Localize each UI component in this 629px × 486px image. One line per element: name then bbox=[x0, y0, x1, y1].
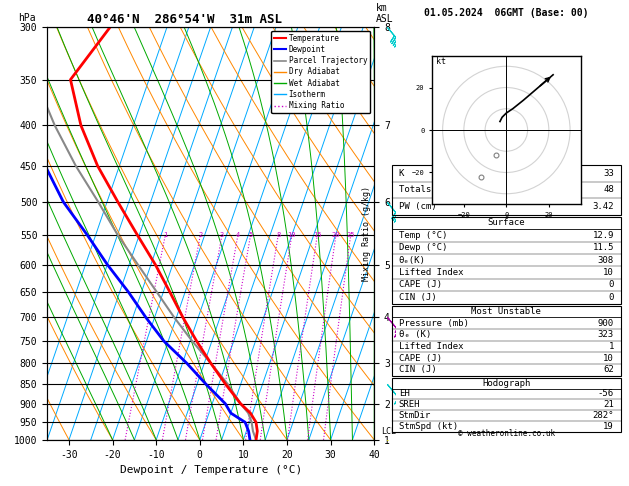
Text: 11.5: 11.5 bbox=[593, 243, 614, 252]
Text: 3.42: 3.42 bbox=[593, 202, 614, 211]
Text: 900: 900 bbox=[598, 319, 614, 328]
Text: 1: 1 bbox=[164, 232, 167, 238]
Text: Mixing Ratio (g/kg): Mixing Ratio (g/kg) bbox=[362, 186, 371, 281]
Text: Pressure (mb): Pressure (mb) bbox=[399, 319, 469, 328]
Text: 62: 62 bbox=[603, 365, 614, 374]
Text: 15: 15 bbox=[313, 232, 321, 238]
Text: 33: 33 bbox=[603, 169, 614, 178]
Text: Surface: Surface bbox=[487, 218, 525, 227]
Text: Hodograph: Hodograph bbox=[482, 379, 530, 388]
Text: 308: 308 bbox=[598, 256, 614, 265]
Text: CAPE (J): CAPE (J) bbox=[399, 280, 442, 290]
Text: CIN (J): CIN (J) bbox=[399, 365, 437, 374]
Bar bbox=[392, 306, 621, 376]
Text: StmSpd (kt): StmSpd (kt) bbox=[399, 422, 458, 431]
Text: Lifted Index: Lifted Index bbox=[399, 342, 464, 351]
Text: CAPE (J): CAPE (J) bbox=[399, 354, 442, 363]
Text: 10: 10 bbox=[603, 354, 614, 363]
Text: 2: 2 bbox=[198, 232, 203, 238]
Text: kt: kt bbox=[437, 57, 446, 66]
Legend: Temperature, Dewpoint, Parcel Trajectory, Dry Adiabat, Wet Adiabat, Isotherm, Mi: Temperature, Dewpoint, Parcel Trajectory… bbox=[271, 31, 370, 113]
X-axis label: Dewpoint / Temperature (°C): Dewpoint / Temperature (°C) bbox=[120, 465, 302, 475]
Text: Totals Totals: Totals Totals bbox=[399, 185, 469, 194]
Bar bbox=[392, 378, 621, 432]
Text: 5: 5 bbox=[248, 232, 253, 238]
Text: 3: 3 bbox=[220, 232, 224, 238]
Text: 01.05.2024  06GMT (Base: 00): 01.05.2024 06GMT (Base: 00) bbox=[424, 8, 589, 18]
Text: 20: 20 bbox=[331, 232, 340, 238]
Text: LCL: LCL bbox=[381, 427, 396, 435]
Text: 0: 0 bbox=[608, 293, 614, 302]
Text: 282°: 282° bbox=[593, 411, 614, 420]
Text: -56: -56 bbox=[598, 389, 614, 399]
Text: StmDir: StmDir bbox=[399, 411, 431, 420]
Text: SREH: SREH bbox=[399, 400, 420, 409]
Text: CIN (J): CIN (J) bbox=[399, 293, 437, 302]
Text: hPa: hPa bbox=[18, 13, 35, 22]
Text: © weatheronline.co.uk: © weatheronline.co.uk bbox=[458, 429, 555, 438]
Text: 21: 21 bbox=[603, 400, 614, 409]
Text: 0: 0 bbox=[608, 280, 614, 290]
Text: EH: EH bbox=[399, 389, 409, 399]
Text: km
ASL: km ASL bbox=[376, 3, 393, 24]
Text: 48: 48 bbox=[603, 185, 614, 194]
Text: 323: 323 bbox=[598, 330, 614, 339]
Bar bbox=[392, 217, 621, 303]
Text: 10: 10 bbox=[603, 268, 614, 277]
Text: 10: 10 bbox=[287, 232, 296, 238]
Text: Dewp (°C): Dewp (°C) bbox=[399, 243, 447, 252]
Text: 8: 8 bbox=[276, 232, 281, 238]
Text: Temp (°C): Temp (°C) bbox=[399, 231, 447, 240]
Text: θₑ (K): θₑ (K) bbox=[399, 330, 431, 339]
Text: 1: 1 bbox=[608, 342, 614, 351]
Text: 12.9: 12.9 bbox=[593, 231, 614, 240]
Text: Lifted Index: Lifted Index bbox=[399, 268, 464, 277]
Text: 4: 4 bbox=[236, 232, 240, 238]
Text: K: K bbox=[399, 169, 404, 178]
Text: Most Unstable: Most Unstable bbox=[471, 307, 542, 316]
Text: 19: 19 bbox=[603, 422, 614, 431]
Text: 25: 25 bbox=[347, 232, 355, 238]
Text: θₑ(K): θₑ(K) bbox=[399, 256, 426, 265]
Title: 40°46'N  286°54'W  31m ASL: 40°46'N 286°54'W 31m ASL bbox=[87, 13, 282, 26]
Bar bbox=[392, 165, 621, 215]
Text: PW (cm): PW (cm) bbox=[399, 202, 437, 211]
